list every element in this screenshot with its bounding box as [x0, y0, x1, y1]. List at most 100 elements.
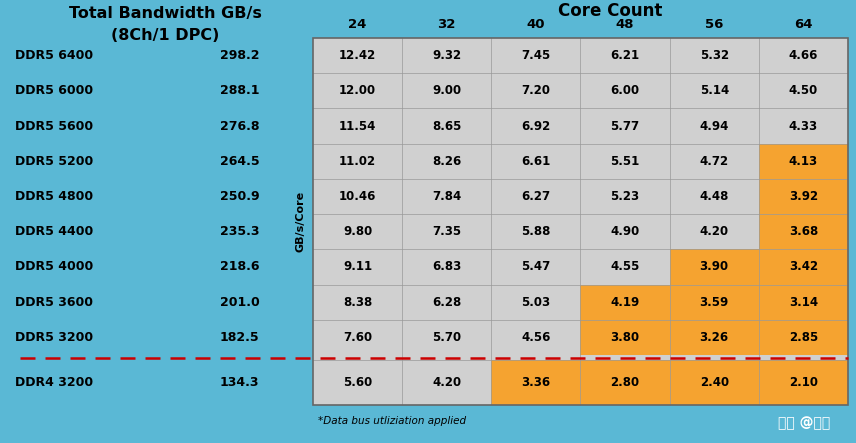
- Text: 3.80: 3.80: [610, 331, 639, 344]
- Text: 5.47: 5.47: [521, 260, 550, 273]
- Text: DDR5 4400: DDR5 4400: [15, 225, 93, 238]
- Bar: [313, 38, 848, 405]
- Text: 6.92: 6.92: [521, 120, 550, 132]
- Bar: [580, 320, 669, 355]
- Text: DDR5 5600: DDR5 5600: [15, 120, 93, 132]
- Text: 32: 32: [437, 18, 456, 31]
- Text: 3.36: 3.36: [521, 376, 550, 389]
- Text: 7.84: 7.84: [432, 190, 461, 203]
- Text: 5.32: 5.32: [699, 49, 728, 62]
- Text: Total Bandwidth GB/s: Total Bandwidth GB/s: [68, 5, 261, 20]
- Text: 3.42: 3.42: [789, 260, 818, 273]
- Text: 298.2: 298.2: [220, 49, 259, 62]
- Text: 235.3: 235.3: [220, 225, 259, 238]
- Text: 5.88: 5.88: [521, 225, 550, 238]
- Text: 40: 40: [526, 18, 545, 31]
- Text: 2.40: 2.40: [699, 376, 728, 389]
- Text: DDR4 3200: DDR4 3200: [15, 376, 93, 389]
- Bar: [758, 179, 848, 214]
- Text: 3.59: 3.59: [699, 295, 728, 309]
- Text: 4.50: 4.50: [788, 84, 818, 97]
- Bar: [758, 214, 848, 249]
- Text: 218.6: 218.6: [220, 260, 259, 273]
- Text: 276.8: 276.8: [220, 120, 259, 132]
- Text: 4.72: 4.72: [699, 155, 728, 168]
- Text: 6.21: 6.21: [610, 49, 639, 62]
- Text: 4.94: 4.94: [699, 120, 729, 132]
- Text: 4.13: 4.13: [789, 155, 818, 168]
- Text: 48: 48: [615, 18, 634, 31]
- Text: 6.61: 6.61: [521, 155, 550, 168]
- Text: 9.80: 9.80: [343, 225, 372, 238]
- Text: Core Count: Core Count: [558, 2, 663, 20]
- Bar: [580, 360, 669, 405]
- Text: 134.3: 134.3: [220, 376, 259, 389]
- Text: DDR5 4000: DDR5 4000: [15, 260, 93, 273]
- Bar: [758, 320, 848, 355]
- Text: 2.10: 2.10: [789, 376, 818, 389]
- Text: 3.90: 3.90: [699, 260, 728, 273]
- Text: 7.60: 7.60: [343, 331, 372, 344]
- Text: 3.68: 3.68: [788, 225, 818, 238]
- Bar: [313, 38, 848, 405]
- Text: 知乎 @老狼: 知乎 @老狼: [778, 416, 830, 430]
- Text: 5.77: 5.77: [610, 120, 639, 132]
- Bar: [758, 284, 848, 320]
- Text: 64: 64: [794, 18, 812, 31]
- Text: 264.5: 264.5: [220, 155, 259, 168]
- Text: 6.28: 6.28: [432, 295, 461, 309]
- Text: 7.20: 7.20: [521, 84, 550, 97]
- Text: 5.14: 5.14: [699, 84, 728, 97]
- Text: 5.23: 5.23: [610, 190, 639, 203]
- Bar: [669, 249, 758, 284]
- Text: 11.54: 11.54: [339, 120, 377, 132]
- Text: 4.55: 4.55: [610, 260, 639, 273]
- Text: 6.83: 6.83: [432, 260, 461, 273]
- Text: DDR5 6000: DDR5 6000: [15, 84, 93, 97]
- Bar: [669, 320, 758, 355]
- Text: 9.00: 9.00: [432, 84, 461, 97]
- Text: 182.5: 182.5: [220, 331, 259, 344]
- Bar: [758, 360, 848, 405]
- Text: 12.00: 12.00: [339, 84, 376, 97]
- Text: 5.60: 5.60: [343, 376, 372, 389]
- Text: 24: 24: [348, 18, 366, 31]
- Text: 4.66: 4.66: [788, 49, 818, 62]
- Text: 9.32: 9.32: [432, 49, 461, 62]
- Text: 3.92: 3.92: [789, 190, 818, 203]
- Text: 6.00: 6.00: [610, 84, 639, 97]
- Text: DDR5 5200: DDR5 5200: [15, 155, 93, 168]
- Text: 3.26: 3.26: [699, 331, 728, 344]
- Text: 8.65: 8.65: [432, 120, 461, 132]
- Text: 5.70: 5.70: [432, 331, 461, 344]
- Bar: [758, 249, 848, 284]
- Text: 4.90: 4.90: [610, 225, 639, 238]
- Text: 250.9: 250.9: [220, 190, 259, 203]
- Text: GB/s/Core: GB/s/Core: [296, 191, 306, 252]
- Text: 201.0: 201.0: [220, 295, 259, 309]
- Bar: [758, 144, 848, 179]
- Text: DDR5 3200: DDR5 3200: [15, 331, 93, 344]
- Text: 4.56: 4.56: [521, 331, 550, 344]
- Text: (8Ch/1 DPC): (8Ch/1 DPC): [110, 27, 219, 43]
- Bar: [669, 284, 758, 320]
- Text: 9.11: 9.11: [343, 260, 372, 273]
- Text: DDR5 6400: DDR5 6400: [15, 49, 93, 62]
- Text: 5.03: 5.03: [521, 295, 550, 309]
- Bar: [580, 284, 669, 320]
- Text: 8.38: 8.38: [343, 295, 372, 309]
- Text: 56: 56: [705, 18, 723, 31]
- Text: 2.85: 2.85: [788, 331, 818, 344]
- Text: 4.48: 4.48: [699, 190, 729, 203]
- Text: *Data bus utliziation applied: *Data bus utliziation applied: [318, 416, 467, 426]
- Text: 10.46: 10.46: [339, 190, 377, 203]
- Text: DDR5 3600: DDR5 3600: [15, 295, 93, 309]
- Text: 5.51: 5.51: [610, 155, 639, 168]
- Bar: [669, 360, 758, 405]
- Text: 3.14: 3.14: [789, 295, 818, 309]
- Bar: [491, 360, 580, 405]
- Text: 7.45: 7.45: [521, 49, 550, 62]
- Text: 4.20: 4.20: [699, 225, 728, 238]
- Text: 4.19: 4.19: [610, 295, 639, 309]
- Text: 288.1: 288.1: [220, 84, 259, 97]
